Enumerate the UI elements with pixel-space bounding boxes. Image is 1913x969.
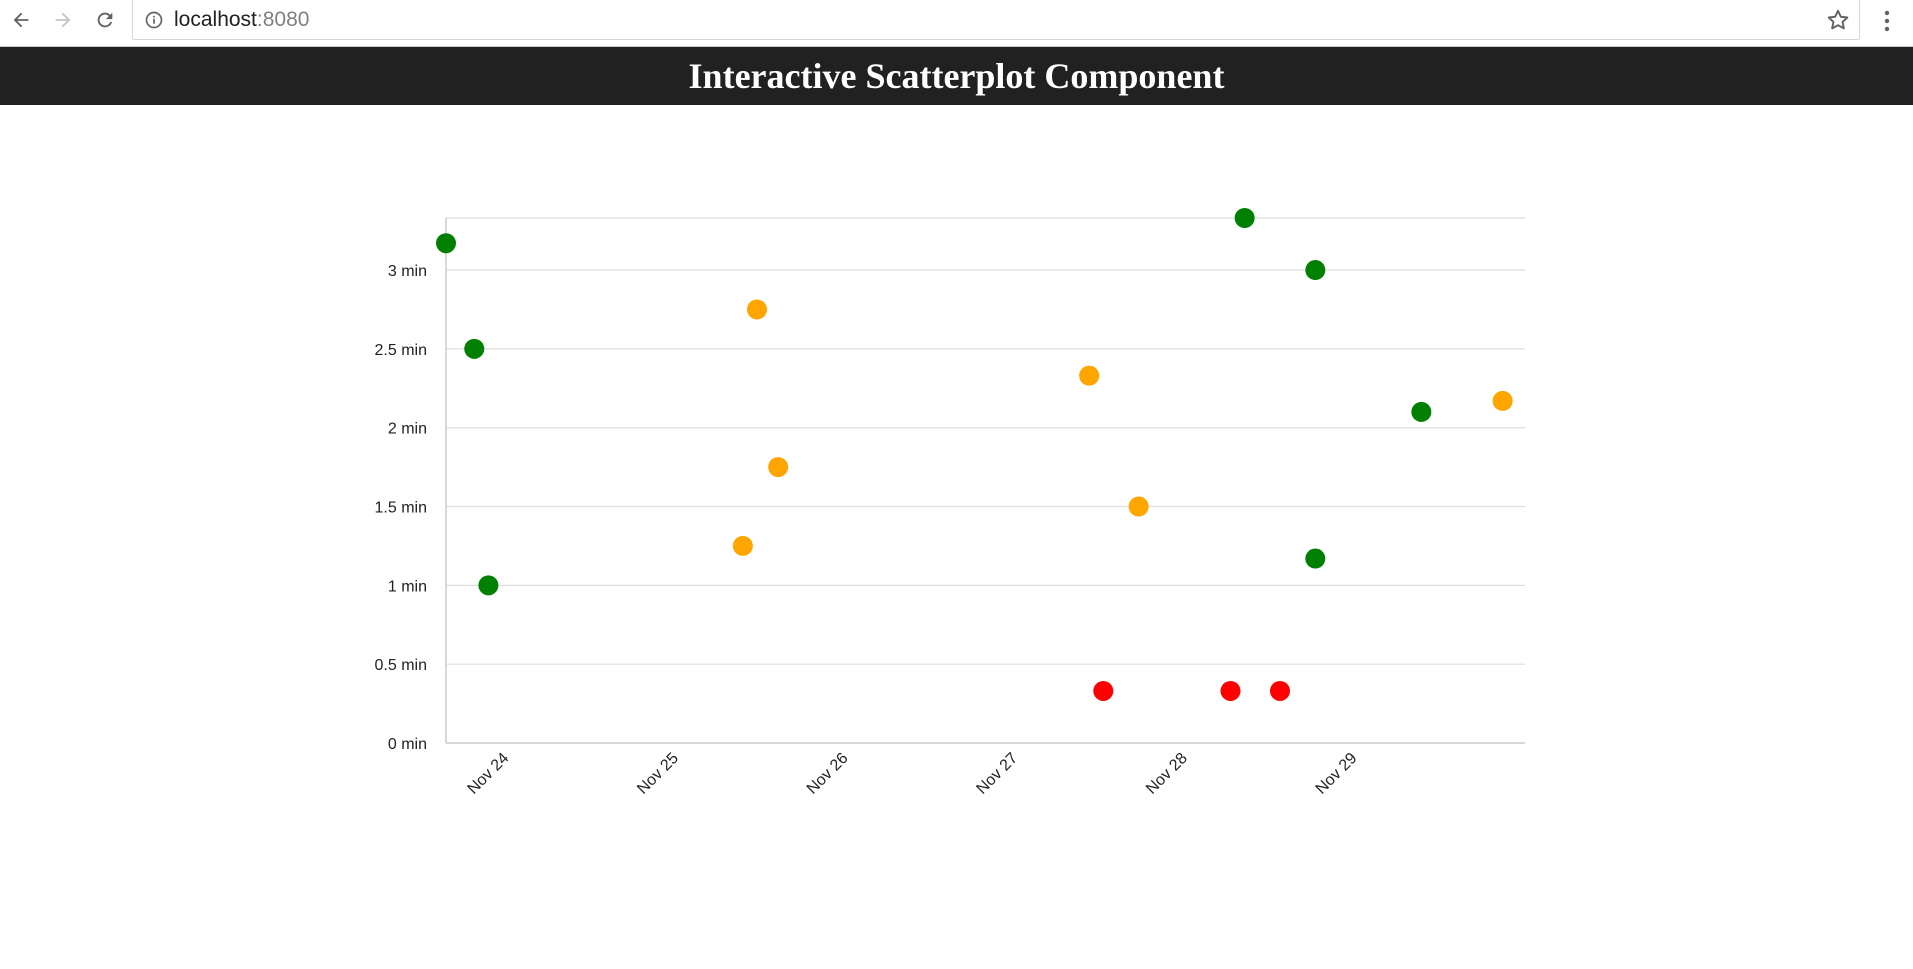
x-tick-label: Nov 24 bbox=[465, 750, 513, 798]
url-host: localhost bbox=[174, 8, 257, 31]
data-point bbox=[464, 338, 485, 359]
x-tick-label: Nov 28 bbox=[1143, 750, 1191, 798]
x-axis-tick-labels: Nov 24 Nov 25 Nov 26 Nov 27 Nov 28 Nov 29 bbox=[465, 750, 1361, 798]
data-point bbox=[1234, 208, 1255, 228]
data-point bbox=[732, 535, 753, 556]
x-tick-label: Nov 26 bbox=[804, 750, 852, 798]
reload-icon bbox=[97, 12, 113, 28]
y-tick-label: 1.5 min bbox=[375, 500, 427, 517]
page-header: Interactive Scatterplot Component bbox=[0, 47, 1913, 105]
more-menu-icon[interactable] bbox=[1875, 8, 1899, 34]
grid-lines bbox=[446, 217, 1525, 665]
data-point bbox=[1492, 390, 1513, 411]
x-tick-label: Nov 29 bbox=[1313, 750, 1361, 798]
forward-arrow-icon bbox=[55, 12, 71, 28]
data-points bbox=[436, 208, 1513, 701]
y-tick-label: 0.5 min bbox=[375, 657, 427, 674]
back-button[interactable] bbox=[8, 7, 34, 33]
x-tick-label: Nov 25 bbox=[634, 750, 682, 798]
data-point bbox=[768, 457, 789, 478]
data-point bbox=[1305, 260, 1326, 281]
x-tick-label: Nov 27 bbox=[973, 750, 1021, 798]
bookmark-star-icon[interactable] bbox=[1825, 7, 1851, 33]
y-axis-tick-labels: 0 min 0.5 min 1 min 1.5 min 2 min 2.5 min 3 mi… bbox=[375, 263, 427, 753]
y-tick-label: 1 min bbox=[388, 578, 427, 595]
data-point bbox=[1269, 680, 1290, 701]
data-point bbox=[746, 299, 767, 320]
info-icon[interactable] bbox=[144, 10, 164, 30]
data-point bbox=[478, 575, 499, 596]
axes bbox=[445, 218, 1525, 744]
data-point bbox=[1220, 680, 1241, 701]
reload-button[interactable] bbox=[92, 7, 118, 33]
browser-toolbar: localhost:8080 bbox=[0, 0, 1913, 47]
y-tick-label: 2 min bbox=[388, 421, 427, 438]
url-text[interactable]: localhost:8080 bbox=[174, 8, 309, 32]
y-tick-label: 2.5 min bbox=[375, 342, 427, 359]
data-point bbox=[1079, 365, 1100, 386]
y-tick-label: 0 min bbox=[388, 736, 427, 753]
data-point bbox=[1411, 401, 1432, 422]
back-arrow-icon bbox=[13, 12, 29, 28]
data-point bbox=[436, 233, 456, 254]
data-point bbox=[1128, 496, 1149, 517]
y-tick-label: 3 min bbox=[388, 263, 427, 280]
address-bar[interactable]: localhost:8080 bbox=[132, 0, 1860, 40]
data-point bbox=[1305, 548, 1326, 569]
page-title: Interactive Scatterplot Component bbox=[688, 56, 1225, 96]
forward-button[interactable] bbox=[50, 7, 76, 33]
url-port: :8080 bbox=[256, 8, 310, 31]
data-point bbox=[1093, 680, 1114, 701]
